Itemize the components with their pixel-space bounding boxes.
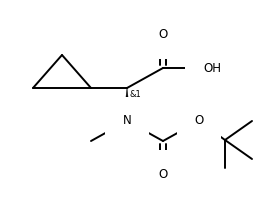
- Text: O: O: [158, 168, 168, 181]
- Text: O: O: [158, 29, 168, 42]
- Polygon shape: [123, 88, 131, 121]
- Text: O: O: [194, 114, 204, 127]
- Text: OH: OH: [203, 62, 221, 75]
- Text: &1: &1: [130, 90, 142, 99]
- Text: N: N: [123, 114, 131, 127]
